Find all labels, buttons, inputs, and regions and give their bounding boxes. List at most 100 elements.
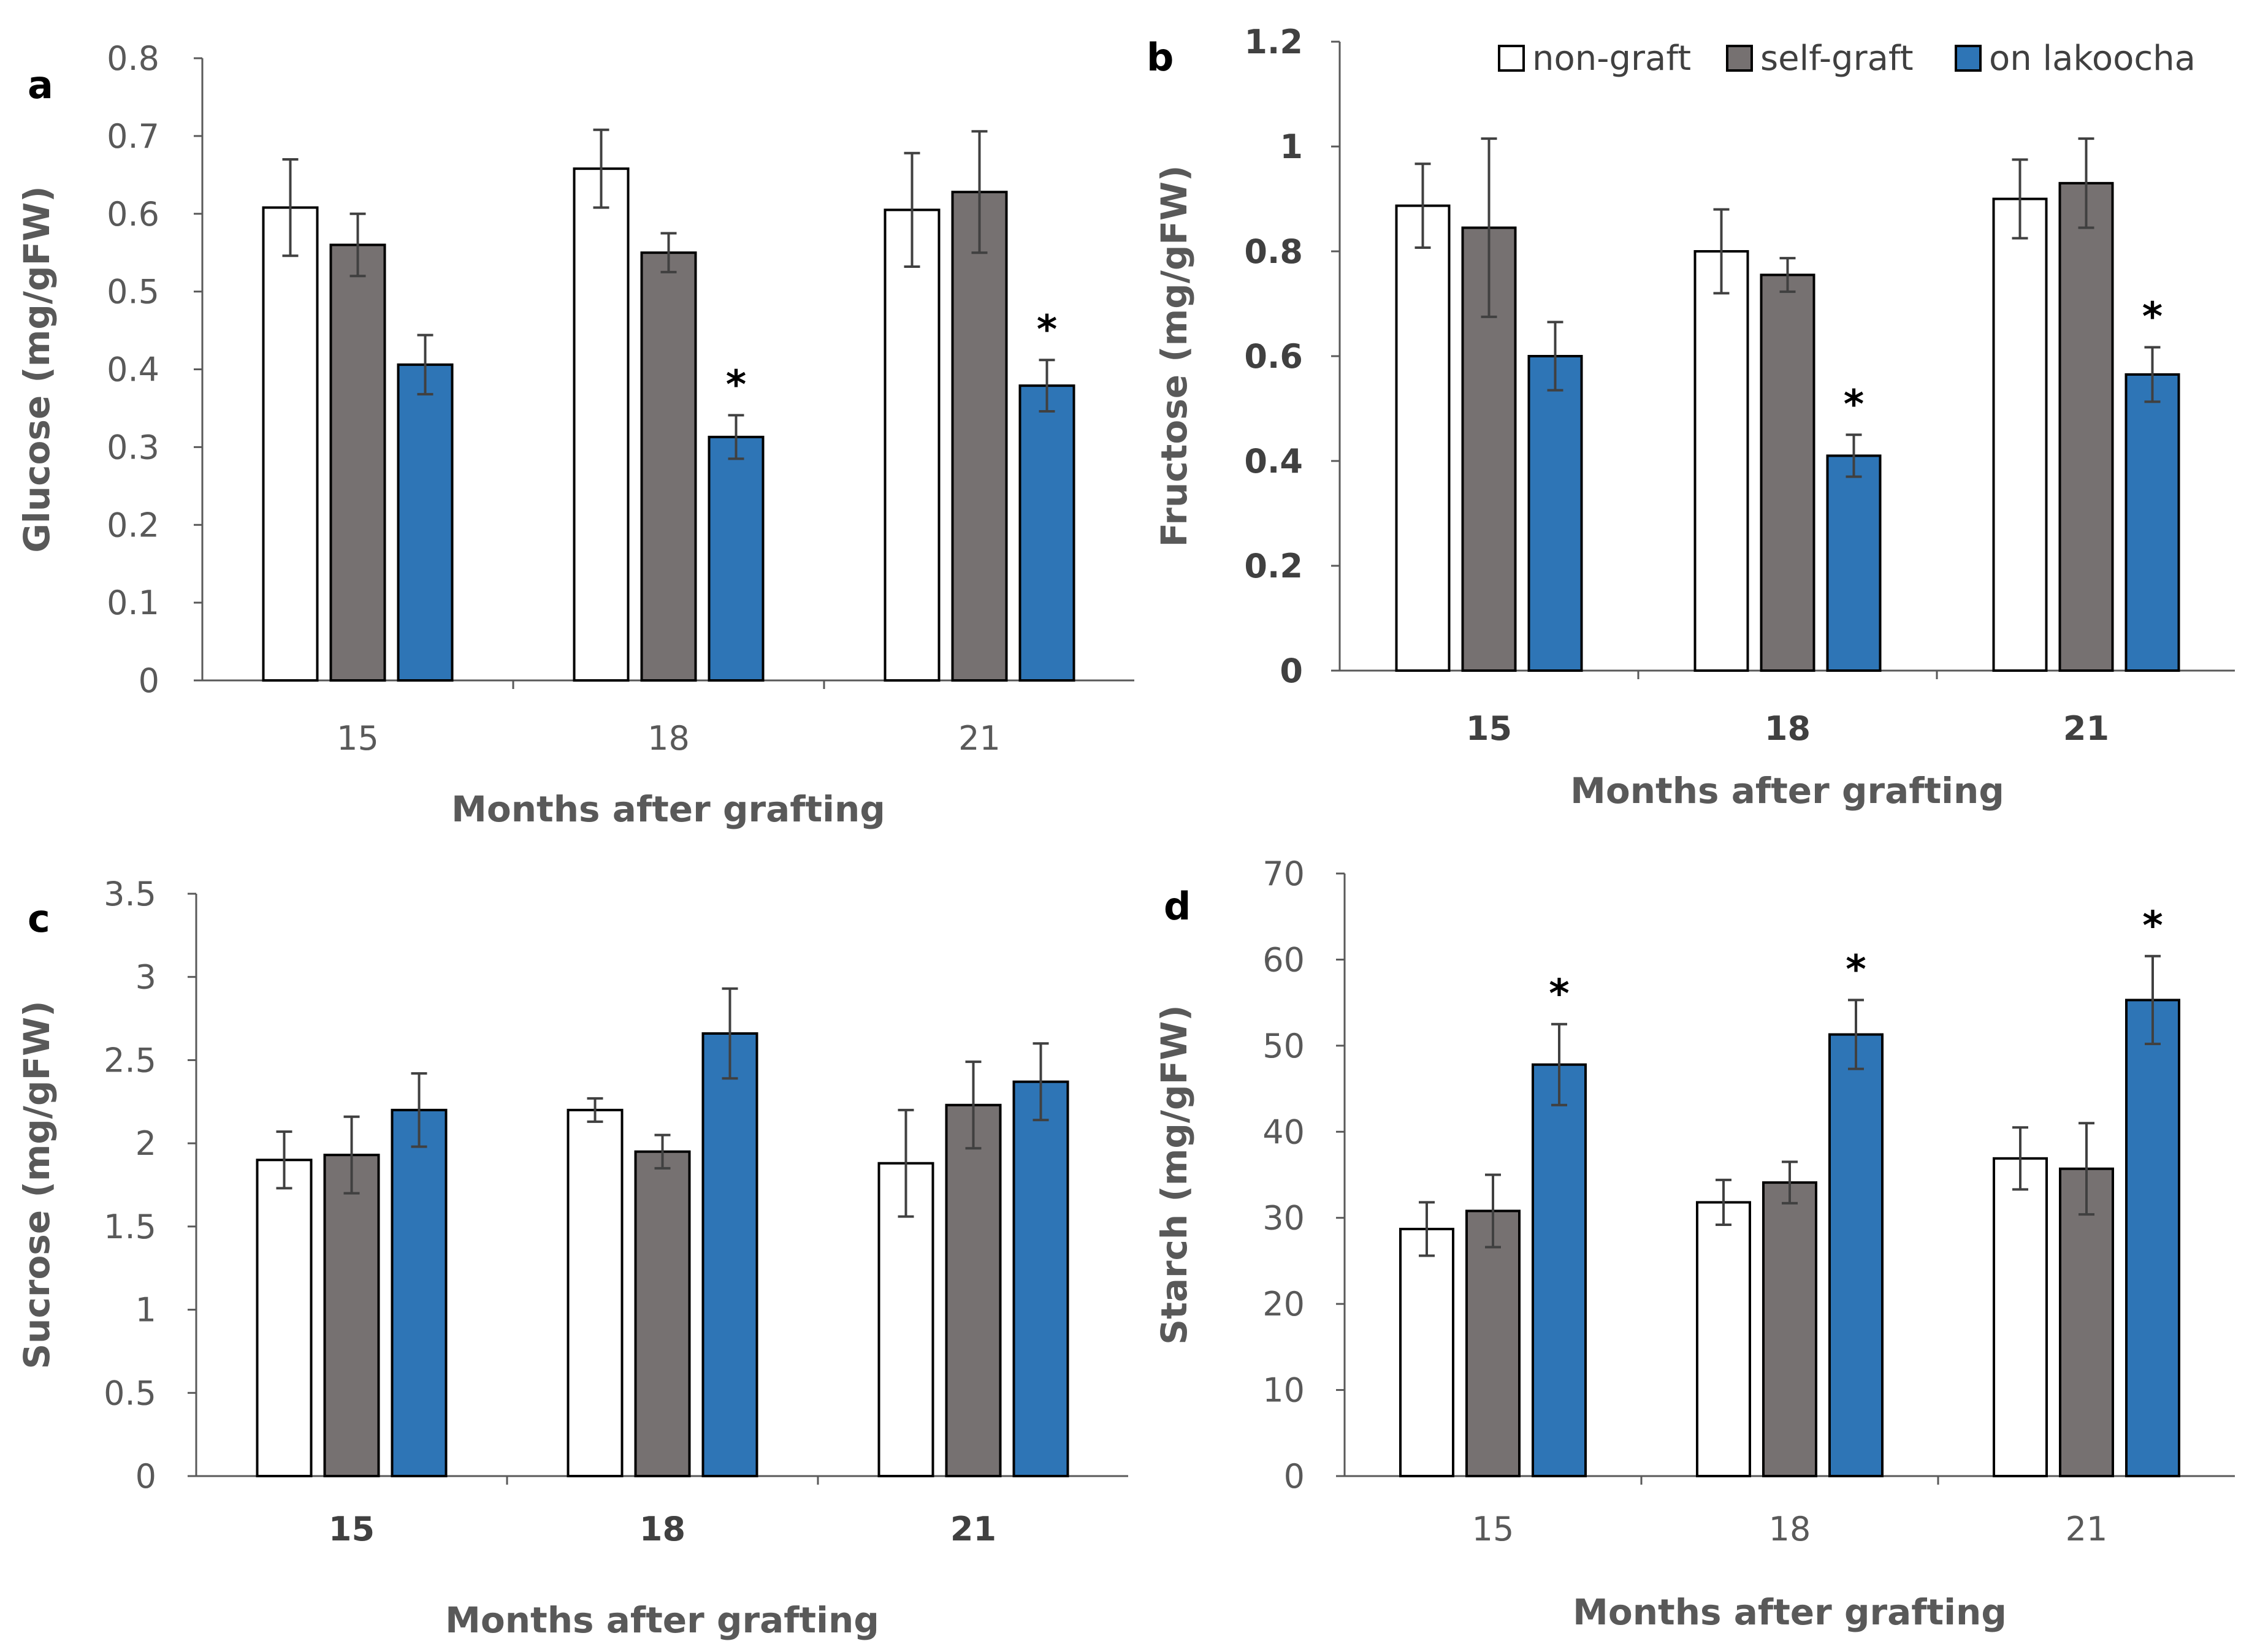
x-tick-label: 18 bbox=[1765, 709, 1811, 748]
y-tick-label: 20 bbox=[1262, 1285, 1305, 1323]
significance-marker: * bbox=[726, 362, 746, 408]
legend-swatch-on-lakoocha bbox=[1955, 45, 1982, 72]
bar-self-graft-18 bbox=[1760, 273, 1815, 672]
y-tick-label: 50 bbox=[1262, 1027, 1305, 1065]
x-tick-label: 21 bbox=[2066, 1510, 2108, 1548]
bar-on-lakoocha-18 bbox=[1828, 1033, 1884, 1477]
y-tick-label: 0.8 bbox=[1244, 232, 1303, 271]
y-tick-label: 1 bbox=[1280, 128, 1303, 166]
bar-self-graft-18 bbox=[640, 251, 697, 682]
legend-swatch-self-graft bbox=[1726, 45, 1753, 72]
y-tick-label: 0.2 bbox=[107, 506, 159, 544]
bar-non-graft-15 bbox=[256, 1159, 313, 1478]
y-tick-label: 0.1 bbox=[107, 584, 159, 622]
y-tick-label: 0.8 bbox=[107, 39, 159, 78]
bar-non-graft-21 bbox=[884, 208, 941, 682]
y-tick-label: 2 bbox=[136, 1124, 156, 1163]
bar-non-graft-15 bbox=[1399, 1227, 1454, 1477]
bar-on-lakoocha-18 bbox=[1826, 454, 1882, 672]
y-tick-label: 0.3 bbox=[107, 428, 159, 466]
x-axis-title: Months after grafting bbox=[1570, 770, 2004, 812]
x-tick-label: 21 bbox=[950, 1510, 996, 1548]
bar-self-graft-18 bbox=[634, 1150, 691, 1477]
bar-non-graft-18 bbox=[573, 167, 630, 682]
y-tick-label: 70 bbox=[1262, 855, 1305, 893]
legend-label-self-graft: self-graft bbox=[1760, 39, 1914, 78]
bar-self-graft-15 bbox=[1465, 1209, 1521, 1477]
y-tick-label: 0.2 bbox=[1244, 547, 1303, 585]
bar-self-graft-21 bbox=[2059, 1167, 2114, 1478]
significance-marker: * bbox=[1037, 307, 1057, 352]
y-tick-label: 1.5 bbox=[104, 1208, 156, 1246]
x-tick-label: 15 bbox=[337, 719, 379, 758]
bar-non-graft-18 bbox=[1696, 1201, 1751, 1477]
y-tick-label: 0 bbox=[136, 1457, 156, 1496]
y-tick-label: 2.5 bbox=[104, 1041, 156, 1079]
bar-non-graft-15 bbox=[1395, 204, 1451, 672]
y-tick-label: 0.6 bbox=[107, 195, 159, 234]
significance-marker: * bbox=[1846, 947, 1866, 992]
bar-non-graft-18 bbox=[567, 1108, 624, 1478]
legend-swatch-non-graft bbox=[1498, 45, 1525, 72]
panel-letter-b: b bbox=[1147, 35, 1174, 80]
panel-letter-c: c bbox=[28, 896, 50, 941]
x-tick-label: 18 bbox=[647, 719, 690, 758]
chart-panel-a: a 0 0.1 0.2 0.3 0.4 0.5 0.6 0.7 0.8 15 * 18 * 21 Months… bbox=[16, 39, 1134, 830]
bar-on-lakoocha-18 bbox=[708, 435, 765, 682]
bar-self-graft-21 bbox=[2058, 181, 2114, 672]
y-tick-label: 0 bbox=[1284, 1457, 1305, 1496]
legend-label-on-lakoocha: on lakoocha bbox=[1989, 39, 2196, 78]
bar-non-graft-15 bbox=[262, 206, 319, 682]
bar-on-lakoocha-15 bbox=[1527, 355, 1583, 672]
chart-panel-c: c 0 0.5 1 1.5 2 2.5 3 3.5 15 18 21 Months after graf… bbox=[16, 875, 1128, 1641]
bar-on-lakoocha-21 bbox=[1012, 1080, 1069, 1477]
y-tick-label: 0 bbox=[1280, 652, 1303, 690]
y-axis-title: Glucose (mg/gFW) bbox=[16, 186, 58, 552]
x-tick-label: 15 bbox=[1472, 1510, 1514, 1548]
bar-on-lakoocha-21 bbox=[2125, 999, 2180, 1478]
bar-non-graft-21 bbox=[1993, 1157, 2048, 1478]
y-tick-label: 0.4 bbox=[107, 351, 159, 389]
x-tick-label: 15 bbox=[1466, 709, 1512, 748]
y-axis-title: Starch (mg/gFW) bbox=[1153, 1005, 1195, 1344]
y-tick-label: 3 bbox=[136, 958, 156, 997]
y-tick-label: 1 bbox=[136, 1291, 156, 1330]
panel-letter-a: a bbox=[28, 63, 53, 107]
legend: non-graft self-graft on lakoocha bbox=[1498, 39, 2196, 78]
y-axis-title: Fructose (mg/gFW) bbox=[1153, 165, 1195, 547]
y-tick-label: 0.5 bbox=[104, 1374, 156, 1412]
y-tick-label: 0 bbox=[139, 661, 159, 700]
bar-on-lakoocha-21 bbox=[2124, 373, 2180, 672]
bar-non-graft-18 bbox=[1693, 250, 1749, 672]
significance-marker: * bbox=[2142, 294, 2163, 340]
y-tick-label: 1.2 bbox=[1244, 23, 1303, 61]
x-axis-title: Months after grafting bbox=[1573, 1591, 2007, 1633]
bar-self-graft-21 bbox=[951, 191, 1008, 682]
y-tick-label: 0.7 bbox=[107, 117, 159, 156]
significance-marker: * bbox=[2142, 904, 2163, 949]
significance-marker: * bbox=[1549, 972, 1569, 1017]
panel-letter-d: d bbox=[1164, 884, 1191, 929]
bar-on-lakoocha-18 bbox=[701, 1032, 758, 1477]
y-tick-label: 40 bbox=[1262, 1113, 1305, 1151]
x-tick-label: 21 bbox=[2063, 709, 2109, 748]
significance-marker: * bbox=[1844, 382, 1864, 427]
y-tick-label: 0.6 bbox=[1244, 337, 1303, 376]
x-tick-label: 15 bbox=[329, 1510, 375, 1548]
x-axis-title: Months after grafting bbox=[451, 788, 885, 830]
bar-self-graft-21 bbox=[945, 1103, 1002, 1477]
bar-self-graft-18 bbox=[1762, 1181, 1817, 1477]
x-axis-title: Months after grafting bbox=[445, 1599, 879, 1641]
chart-panel-b: b 0 0.2 0.4 0.6 0.8 1 1.2 15 * 18 * 21 Months after g… bbox=[1147, 23, 2235, 812]
x-tick-label: 18 bbox=[1769, 1510, 1811, 1548]
y-tick-label: 3.5 bbox=[104, 875, 156, 913]
y-tick-label: 0.4 bbox=[1244, 442, 1303, 481]
bar-self-graft-15 bbox=[1461, 226, 1517, 672]
bar-on-lakoocha-15 bbox=[391, 1108, 448, 1478]
bar-self-graft-15 bbox=[323, 1154, 380, 1477]
bar-on-lakoocha-15 bbox=[397, 363, 454, 682]
chart-panel-d: d 0 10 20 30 40 50 60 70 * 15 * 18 * 21 Months after gr… bbox=[1153, 855, 2235, 1633]
legend-label-non-graft: non-graft bbox=[1532, 39, 1691, 78]
bar-non-graft-21 bbox=[1992, 197, 2048, 672]
